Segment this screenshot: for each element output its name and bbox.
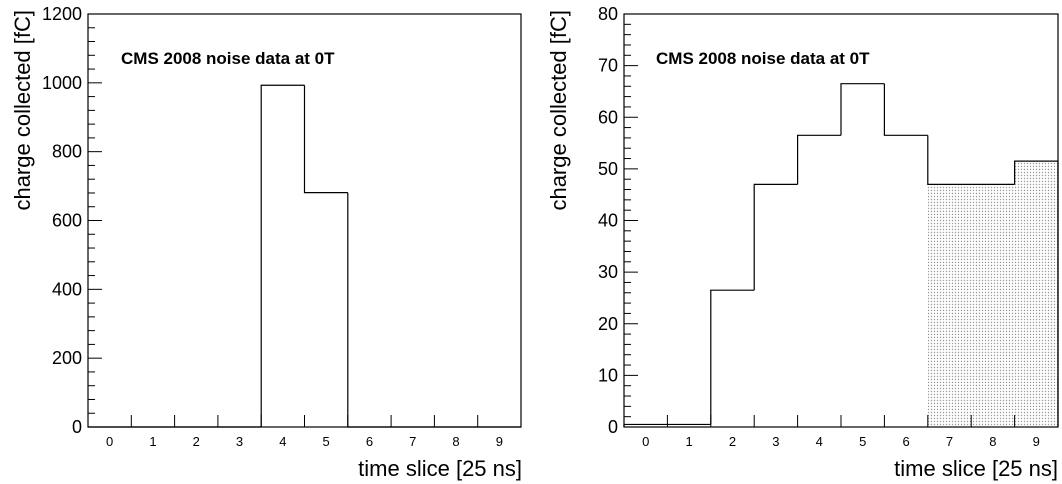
y-tick-label: 60 (598, 107, 618, 127)
y-tick-label: 400 (52, 279, 82, 299)
x-tick-label: 3 (772, 434, 779, 449)
x-tick-label: 6 (366, 434, 373, 449)
y-tick-label: 10 (598, 365, 618, 385)
y-tick-label: 200 (52, 348, 82, 368)
chart-annotation: CMS 2008 noise data at 0T (121, 49, 335, 68)
x-axis-title: time slice [25 ns] (358, 456, 522, 481)
x-tick-label: 4 (816, 434, 823, 449)
bar-5 (840, 83, 885, 136)
x-tick-label: 9 (496, 434, 503, 449)
x-tick-label: 0 (106, 434, 113, 449)
x-tick-label: 2 (193, 434, 200, 449)
y-tick-label: 30 (598, 262, 618, 282)
chart-1: 0 200 400 600 800 1000 1200 0 1 2 3 4 5 6 7 8 9 time slic… (10, 4, 522, 481)
chart-2: 0 10 20 30 40 50 60 70 80 0 1 2 3 4 5 6 7 8 9 time slice [2… (546, 4, 1059, 481)
y-tick-label: 600 (52, 211, 82, 231)
y-tick-label: 0 (608, 417, 618, 437)
y-tick-label: 70 (598, 56, 618, 76)
shaded-bar-8 (971, 184, 1015, 427)
shaded-bar-7 (927, 184, 972, 427)
bar-2 (710, 289, 755, 425)
y-axis-title: charge collected [fC] (10, 10, 35, 211)
x-tick-label: 9 (1033, 434, 1040, 449)
bar-3 (753, 183, 798, 291)
x-tick-label: 3 (236, 434, 243, 449)
bar-6 (347, 192, 392, 428)
bar-4 (260, 84, 305, 427)
x-tick-label: 1 (685, 434, 692, 449)
y-tick-label: 40 (598, 211, 618, 231)
y-tick-label: 1200 (42, 4, 82, 24)
x-tick-label: 8 (989, 434, 996, 449)
bar-7 (927, 135, 972, 185)
x-axis-title: time slice [25 ns] (894, 456, 1058, 481)
y-tick-label: 0 (72, 417, 82, 437)
y-axis-title: charge collected [fC] (546, 10, 571, 211)
x-tick-label: 2 (729, 434, 736, 449)
chart-annotation: CMS 2008 noise data at 0T (656, 49, 870, 68)
bar-4 (797, 134, 841, 185)
x-tick-label: 6 (902, 434, 909, 449)
plot-frame (87, 13, 522, 428)
x-tick-label: 7 (409, 434, 416, 449)
x-tick-label: 1 (149, 434, 156, 449)
x-tick-label: 8 (452, 434, 459, 449)
x-tick-label: 7 (946, 434, 953, 449)
x-tick-label: 5 (859, 434, 866, 449)
x-tick-label: 0 (642, 434, 649, 449)
y-tick-label: 50 (598, 159, 618, 179)
y-tick-label: 1000 (42, 73, 82, 93)
x-tick-label: 4 (279, 434, 286, 449)
bar-6 (883, 83, 928, 136)
y-tick-label: 800 (52, 142, 82, 162)
bar-5 (303, 85, 348, 194)
y-tick-label: 80 (598, 4, 618, 24)
shaded-bar-9 (1014, 161, 1058, 427)
x-tick-label: 5 (323, 434, 330, 449)
y-tick-label: 20 (598, 314, 618, 334)
